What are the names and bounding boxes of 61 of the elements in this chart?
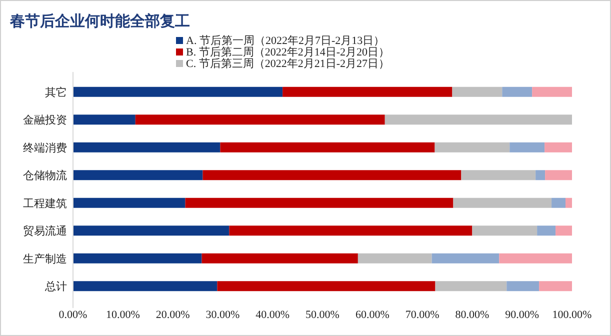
bar bbox=[539, 281, 572, 292]
bar bbox=[544, 142, 572, 152]
x-tick-label: 100.00% bbox=[552, 309, 592, 321]
bar bbox=[73, 281, 218, 292]
y-tick-label: 金融投资 bbox=[23, 114, 67, 127]
bar bbox=[185, 198, 454, 208]
x-tick-label: 30.00% bbox=[206, 309, 240, 321]
bar bbox=[384, 114, 572, 125]
y-tick-label: 其它 bbox=[45, 86, 67, 99]
x-tick-label: 0.00% bbox=[58, 309, 88, 321]
bar bbox=[435, 281, 507, 292]
x-tick-label: 40.00% bbox=[256, 309, 290, 321]
bar bbox=[453, 198, 552, 208]
bar bbox=[545, 170, 572, 180]
bar bbox=[552, 198, 566, 208]
bar bbox=[432, 253, 500, 264]
x-tick-label: 10.00% bbox=[106, 309, 140, 321]
bar bbox=[73, 142, 220, 152]
x-tick-label: 20.00% bbox=[156, 309, 190, 321]
bar bbox=[537, 226, 556, 236]
bar bbox=[217, 281, 436, 292]
bar bbox=[461, 170, 536, 180]
bar bbox=[202, 170, 462, 180]
legend-label: C. 节后第三周（2022年2月21日-2月27日） bbox=[186, 57, 390, 70]
y-tick-label: 生产制造 bbox=[23, 252, 67, 266]
bar bbox=[532, 86, 572, 97]
x-tick-label: 60.00% bbox=[355, 309, 390, 321]
legend-label: A. 节后第一周（2022年2月7日-2月13日） bbox=[186, 34, 385, 47]
x-tick-label: 80.00% bbox=[455, 309, 490, 321]
bar bbox=[536, 170, 546, 180]
y-tick-label: 仓储物流 bbox=[23, 169, 67, 182]
y-tick-label: 贸易流通 bbox=[23, 224, 67, 238]
bar bbox=[434, 142, 510, 152]
bar bbox=[73, 198, 186, 208]
x-tick-label: 90.00% bbox=[505, 309, 540, 321]
bar bbox=[202, 253, 358, 264]
y-tick-label: 工程建筑 bbox=[23, 196, 67, 210]
y-tick-label: 终端消费 bbox=[23, 141, 67, 154]
chart-title: 春节后企业何时能全部复工 bbox=[9, 12, 190, 30]
x-tick-label: 50.00% bbox=[306, 309, 340, 321]
bar bbox=[229, 226, 472, 236]
bar bbox=[220, 142, 435, 152]
bar bbox=[358, 253, 432, 264]
bar bbox=[506, 281, 540, 292]
bar bbox=[73, 253, 202, 264]
bar bbox=[566, 198, 572, 208]
bar bbox=[556, 226, 572, 236]
bar bbox=[499, 253, 572, 264]
bar bbox=[135, 114, 385, 125]
legend-label: B. 节后第二周（2022年2月14日-2月20日） bbox=[186, 46, 390, 58]
bar bbox=[282, 86, 452, 97]
bar bbox=[510, 142, 545, 152]
x-tick-label: 70.00% bbox=[405, 309, 440, 321]
bar bbox=[472, 226, 538, 236]
bar bbox=[73, 170, 203, 180]
bar bbox=[73, 114, 136, 125]
bar bbox=[502, 86, 532, 97]
bar bbox=[452, 86, 502, 97]
y-tick-label: 总计 bbox=[44, 280, 67, 294]
bar bbox=[73, 86, 283, 97]
bar bbox=[73, 226, 230, 236]
